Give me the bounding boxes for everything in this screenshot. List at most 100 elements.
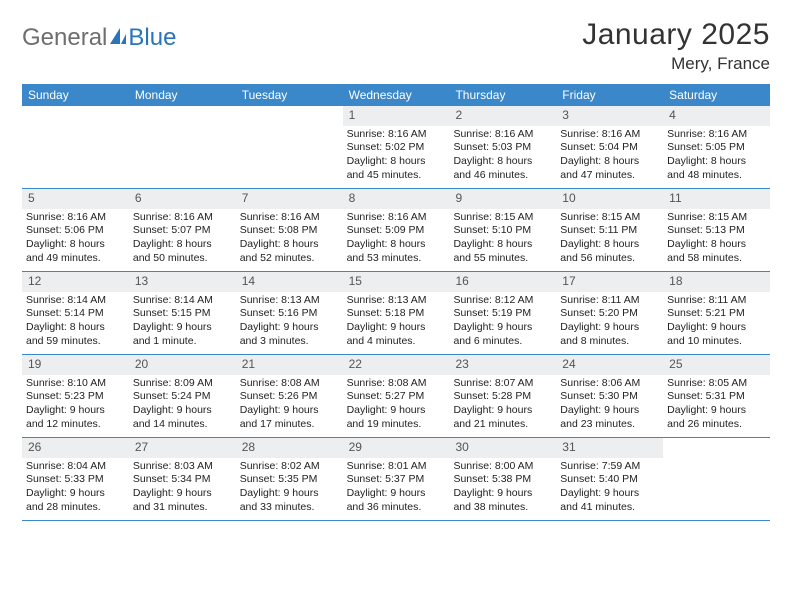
weekday-header: Sunday [22,84,129,106]
week-row: 12Sunrise: 8:14 AMSunset: 5:14 PMDayligh… [22,272,770,355]
sunset-text: Sunset: 5:13 PM [667,224,766,238]
day-number: 24 [556,355,663,375]
sunset-text: Sunset: 5:02 PM [347,141,446,155]
day-body: Sunrise: 8:05 AMSunset: 5:31 PMDaylight:… [663,375,770,436]
daylight-text: Daylight: 8 hours and 55 minutes. [453,238,552,265]
day-cell: 27Sunrise: 8:03 AMSunset: 5:34 PMDayligh… [129,438,236,520]
weekday-header: Thursday [449,84,556,106]
sunset-text: Sunset: 5:30 PM [560,390,659,404]
weekday-header: Saturday [663,84,770,106]
sunrise-text: Sunrise: 8:02 AM [240,460,339,474]
calendar: Sunday Monday Tuesday Wednesday Thursday… [22,84,770,521]
day-number: 27 [129,438,236,458]
day-number: 14 [236,272,343,292]
day-cell: 15Sunrise: 8:13 AMSunset: 5:18 PMDayligh… [343,272,450,354]
sunrise-text: Sunrise: 8:15 AM [667,211,766,225]
day-body: Sunrise: 8:15 AMSunset: 5:11 PMDaylight:… [556,209,663,270]
daylight-text: Daylight: 8 hours and 56 minutes. [560,238,659,265]
day-body: Sunrise: 8:16 AMSunset: 5:07 PMDaylight:… [129,209,236,270]
weekday-header: Monday [129,84,236,106]
daylight-text: Daylight: 9 hours and 4 minutes. [347,321,446,348]
day-number: 23 [449,355,556,375]
sunset-text: Sunset: 5:10 PM [453,224,552,238]
day-number: 8 [343,189,450,209]
sunset-text: Sunset: 5:06 PM [26,224,125,238]
day-number: 11 [663,189,770,209]
weekday-header-row: Sunday Monday Tuesday Wednesday Thursday… [22,84,770,106]
daylight-text: Daylight: 8 hours and 49 minutes. [26,238,125,265]
day-cell: 5Sunrise: 8:16 AMSunset: 5:06 PMDaylight… [22,189,129,271]
sunrise-text: Sunrise: 8:16 AM [347,128,446,142]
day-cell: 20Sunrise: 8:09 AMSunset: 5:24 PMDayligh… [129,355,236,437]
daylight-text: Daylight: 9 hours and 12 minutes. [26,404,125,431]
sunrise-text: Sunrise: 8:04 AM [26,460,125,474]
day-cell: 11Sunrise: 8:15 AMSunset: 5:13 PMDayligh… [663,189,770,271]
week-row: 19Sunrise: 8:10 AMSunset: 5:23 PMDayligh… [22,355,770,438]
sunset-text: Sunset: 5:28 PM [453,390,552,404]
day-body: Sunrise: 8:08 AMSunset: 5:27 PMDaylight:… [343,375,450,436]
weekday-header: Friday [556,84,663,106]
sunset-text: Sunset: 5:05 PM [667,141,766,155]
day-body: Sunrise: 8:16 AMSunset: 5:03 PMDaylight:… [449,126,556,187]
sunset-text: Sunset: 5:31 PM [667,390,766,404]
day-body: Sunrise: 8:08 AMSunset: 5:26 PMDaylight:… [236,375,343,436]
day-number: 20 [129,355,236,375]
day-body [236,126,343,132]
sunrise-text: Sunrise: 8:16 AM [133,211,232,225]
sunrise-text: Sunrise: 8:11 AM [560,294,659,308]
day-number: 7 [236,189,343,209]
sunset-text: Sunset: 5:14 PM [26,307,125,321]
daylight-text: Daylight: 9 hours and 23 minutes. [560,404,659,431]
sunrise-text: Sunrise: 8:08 AM [347,377,446,391]
sunset-text: Sunset: 5:23 PM [26,390,125,404]
day-body: Sunrise: 8:16 AMSunset: 5:05 PMDaylight:… [663,126,770,187]
sunset-text: Sunset: 5:21 PM [667,307,766,321]
day-cell: 16Sunrise: 8:12 AMSunset: 5:19 PMDayligh… [449,272,556,354]
day-body: Sunrise: 8:01 AMSunset: 5:37 PMDaylight:… [343,458,450,519]
sunset-text: Sunset: 5:24 PM [133,390,232,404]
weekday-header: Wednesday [343,84,450,106]
sunset-text: Sunset: 5:03 PM [453,141,552,155]
daylight-text: Daylight: 9 hours and 17 minutes. [240,404,339,431]
week-row: 5Sunrise: 8:16 AMSunset: 5:06 PMDaylight… [22,189,770,272]
daylight-text: Daylight: 8 hours and 47 minutes. [560,155,659,182]
sunset-text: Sunset: 5:09 PM [347,224,446,238]
sunset-text: Sunset: 5:37 PM [347,473,446,487]
day-number: 9 [449,189,556,209]
daylight-text: Daylight: 9 hours and 10 minutes. [667,321,766,348]
daylight-text: Daylight: 9 hours and 31 minutes. [133,487,232,514]
day-number [236,106,343,126]
sunrise-text: Sunrise: 8:15 AM [453,211,552,225]
sunrise-text: Sunrise: 8:16 AM [453,128,552,142]
day-cell: 4Sunrise: 8:16 AMSunset: 5:05 PMDaylight… [663,106,770,188]
daylight-text: Daylight: 8 hours and 48 minutes. [667,155,766,182]
day-body [22,126,129,132]
day-body: Sunrise: 8:00 AMSunset: 5:38 PMDaylight:… [449,458,556,519]
daylight-text: Daylight: 8 hours and 53 minutes. [347,238,446,265]
daylight-text: Daylight: 9 hours and 1 minute. [133,321,232,348]
day-cell: 10Sunrise: 8:15 AMSunset: 5:11 PMDayligh… [556,189,663,271]
day-cell: 17Sunrise: 8:11 AMSunset: 5:20 PMDayligh… [556,272,663,354]
day-cell: 8Sunrise: 8:16 AMSunset: 5:09 PMDaylight… [343,189,450,271]
sunrise-text: Sunrise: 8:11 AM [667,294,766,308]
day-cell: 28Sunrise: 8:02 AMSunset: 5:35 PMDayligh… [236,438,343,520]
day-cell: 22Sunrise: 8:08 AMSunset: 5:27 PMDayligh… [343,355,450,437]
sunrise-text: Sunrise: 8:16 AM [560,128,659,142]
daylight-text: Daylight: 9 hours and 8 minutes. [560,321,659,348]
sunset-text: Sunset: 5:08 PM [240,224,339,238]
day-number: 26 [22,438,129,458]
sunrise-text: Sunrise: 8:13 AM [347,294,446,308]
day-number [129,106,236,126]
day-body: Sunrise: 8:13 AMSunset: 5:16 PMDaylight:… [236,292,343,353]
day-cell [236,106,343,188]
daylight-text: Daylight: 9 hours and 41 minutes. [560,487,659,514]
sunset-text: Sunset: 5:11 PM [560,224,659,238]
day-number: 29 [343,438,450,458]
daylight-text: Daylight: 9 hours and 3 minutes. [240,321,339,348]
day-body: Sunrise: 8:10 AMSunset: 5:23 PMDaylight:… [22,375,129,436]
day-cell: 3Sunrise: 8:16 AMSunset: 5:04 PMDaylight… [556,106,663,188]
day-number [22,106,129,126]
sunset-text: Sunset: 5:34 PM [133,473,232,487]
daylight-text: Daylight: 9 hours and 33 minutes. [240,487,339,514]
sunrise-text: Sunrise: 8:16 AM [26,211,125,225]
